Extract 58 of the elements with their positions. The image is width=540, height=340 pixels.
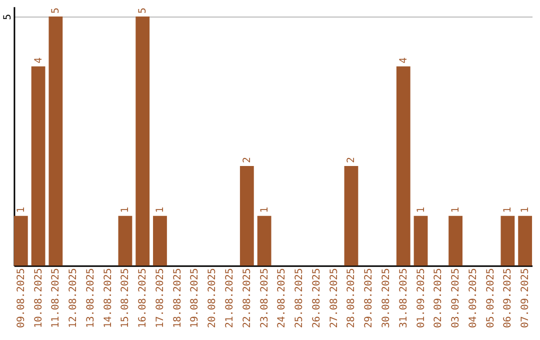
x-tick-label: 09.08.2025: [16, 268, 27, 328]
x-tick-label: 06.09.2025: [502, 268, 514, 328]
data-label: 1: [154, 206, 166, 213]
data-label: 5: [50, 8, 62, 14]
x-tick-label: 10.08.2025: [33, 268, 44, 328]
bar: [153, 216, 167, 266]
data-label: 1: [450, 206, 462, 213]
x-tick-label: 21.08.2025: [224, 268, 236, 328]
bar: [48, 16, 63, 266]
data-label: 1: [520, 206, 532, 213]
data-label: 1: [120, 206, 132, 213]
bar: [414, 216, 428, 266]
x-tick-label: 30.08.2025: [380, 268, 392, 328]
data-label: 2: [242, 157, 253, 164]
data-label: 4: [398, 57, 410, 64]
x-tick-label: 12.08.2025: [68, 268, 80, 328]
data-label: 1: [259, 206, 270, 213]
x-tick-label: 11.08.2025: [50, 268, 62, 328]
bar: [257, 216, 272, 266]
data-label: 1: [502, 206, 514, 213]
x-tick-label: 19.08.2025: [190, 268, 201, 328]
x-tick-label: 04.09.2025: [468, 268, 479, 328]
data-label: 1: [416, 206, 427, 213]
x-tick-label: 14.08.2025: [102, 268, 114, 328]
bar: [344, 166, 358, 266]
x-tick-label: 16.08.2025: [138, 268, 149, 328]
data-label: 2: [346, 157, 358, 164]
data-label: 1: [16, 206, 27, 213]
data-label: 5: [138, 8, 149, 14]
x-tick-label: 18.08.2025: [172, 268, 184, 328]
bar: [500, 216, 515, 266]
bar: [396, 66, 410, 266]
bar: [31, 66, 46, 266]
x-tick-label: 03.09.2025: [450, 268, 462, 328]
x-tick-label: 20.08.2025: [207, 268, 218, 328]
x-tick-label: 01.09.2025: [416, 268, 427, 328]
x-tick-label: 25.08.2025: [294, 268, 306, 328]
x-tick-label: 22.08.2025: [242, 268, 253, 328]
data-label: 4: [33, 57, 44, 64]
bar: [118, 216, 132, 266]
bar: [240, 166, 254, 266]
x-tick-label: 17.08.2025: [154, 268, 166, 328]
x-tick-label: 29.08.2025: [364, 268, 375, 328]
bar: [518, 216, 532, 266]
bar: [136, 16, 150, 266]
x-tick-label: 31.08.2025: [398, 268, 410, 328]
bar: [14, 216, 28, 266]
x-tick-label: 05.09.2025: [485, 268, 496, 328]
x-tick-label: 13.08.2025: [85, 268, 96, 328]
x-tick-label: 27.08.2025: [328, 268, 340, 328]
x-tick-label: 07.09.2025: [520, 268, 532, 328]
x-tick-label: 15.08.2025: [120, 268, 132, 328]
x-tick-label: 24.08.2025: [276, 268, 288, 328]
x-tick-label: 26.08.2025: [311, 268, 322, 328]
x-tick-label: 23.08.2025: [259, 268, 270, 328]
x-tick-label: 28.08.2025: [346, 268, 358, 328]
x-tick-label: 02.09.2025: [433, 268, 444, 328]
bar: [448, 216, 462, 266]
